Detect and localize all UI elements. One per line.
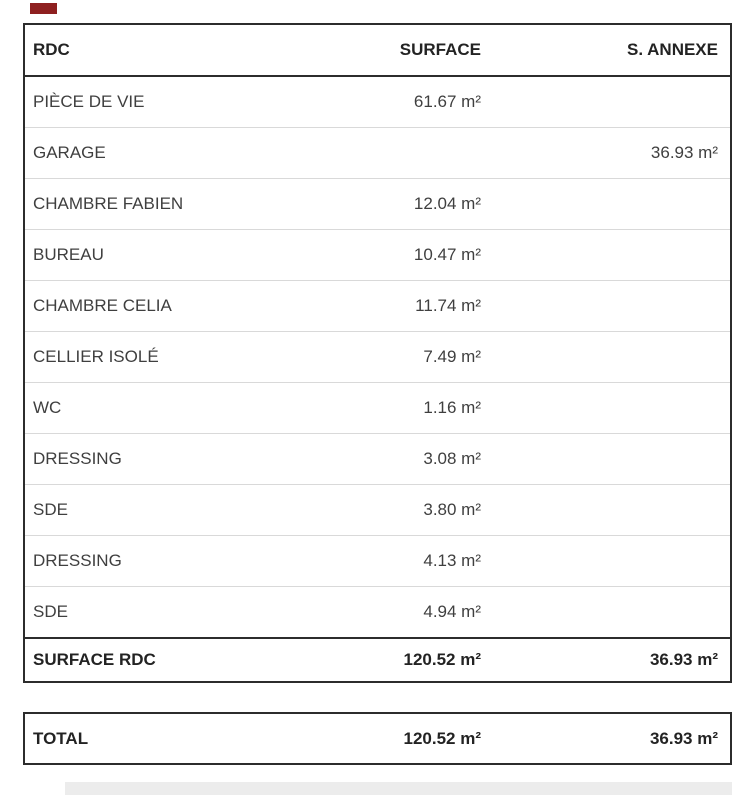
- table-row: DRESSING 4.13 m²: [24, 535, 731, 587]
- table-row: GARAGE 36.93 m²: [24, 127, 731, 179]
- surface-value-cell: 3.08 m²: [324, 433, 481, 485]
- annexe-value-cell: [481, 178, 731, 230]
- annexe-value-cell: [481, 382, 731, 434]
- surface-rdc-annexe-total: 36.93 m²: [481, 637, 731, 682]
- table-row: SDE 4.94 m²: [24, 587, 731, 639]
- total-table: TOTAL 120.52 m² 36.93 m²: [23, 712, 732, 765]
- annexe-value-cell: [481, 229, 731, 281]
- table-row: WC 1.16 m²: [24, 382, 731, 434]
- surface-value-cell: 3.80 m²: [324, 484, 481, 536]
- surface-value-cell: 61.67 m²: [324, 76, 481, 128]
- annexe-value-cell: [481, 331, 731, 383]
- surfaces-table: RDC SURFACE S. ANNEXE PIÈCE DE VIE 61.67…: [23, 23, 732, 683]
- surface-rdc-label: SURFACE RDC: [24, 637, 324, 682]
- surface-value-cell: 4.13 m²: [324, 535, 481, 587]
- column-header-annexe: S. ANNEXE: [481, 24, 731, 77]
- surface-value-cell: 10.47 m²: [324, 229, 481, 281]
- surface-value-cell: 12.04 m²: [324, 178, 481, 230]
- surface-rdc-surface-total: 120.52 m²: [324, 637, 481, 682]
- room-label-cell: CELLIER ISOLÉ: [24, 331, 324, 383]
- surface-value-cell: 4.94 m²: [423, 602, 481, 621]
- surface-value-cell: 1.16 m²: [324, 382, 481, 434]
- table-row: BUREAU 10.47 m²: [24, 229, 731, 281]
- room-label-cell: SDE: [24, 484, 324, 536]
- table-row: SDE 3.80 m²: [24, 484, 731, 536]
- room-label-cell: SDE: [33, 602, 68, 621]
- annexe-value-cell: [481, 280, 731, 332]
- room-label-cell: PIÈCE DE VIE: [24, 76, 324, 128]
- column-header-surface: SURFACE: [324, 24, 481, 77]
- surface-rdc-total-row: SURFACE RDC 120.52 m² 36.93 m²: [24, 637, 731, 682]
- column-header-rdc: RDC: [24, 24, 324, 77]
- table-row: CHAMBRE FABIEN 12.04 m²: [24, 178, 731, 230]
- room-label-cell: DRESSING: [24, 433, 324, 485]
- surface-value-cell: [324, 127, 481, 179]
- room-label-cell: DRESSING: [24, 535, 324, 587]
- next-section-cutoff-band: [65, 782, 732, 795]
- annexe-value-cell: [481, 76, 731, 128]
- annexe-value-cell: [481, 535, 731, 587]
- table-row: PIÈCE DE VIE 61.67 m²: [24, 76, 731, 128]
- room-label-cell: CHAMBRE CELIA: [24, 280, 324, 332]
- total-label: TOTAL: [33, 728, 89, 748]
- room-label-cell: CHAMBRE FABIEN: [24, 178, 324, 230]
- room-label-cell: GARAGE: [24, 127, 324, 179]
- room-label-cell: WC: [24, 382, 324, 434]
- table-header-row: RDC SURFACE S. ANNEXE: [24, 24, 731, 77]
- annexe-value-cell: 36.93 m²: [481, 127, 731, 179]
- table-row: CHAMBRE CELIA 11.74 m²: [24, 280, 731, 332]
- surface-value-cell: 11.74 m²: [324, 280, 481, 332]
- annexe-value-cell: [481, 587, 731, 639]
- annexe-value-cell: [481, 484, 731, 536]
- total-surface-value: 120.52 m²: [403, 728, 482, 748]
- room-label-cell: BUREAU: [24, 229, 324, 281]
- surface-value-cell: 7.49 m²: [324, 331, 481, 383]
- total-annexe-value: 36.93 m²: [649, 728, 718, 748]
- grand-total-row: TOTAL 120.52 m² 36.93 m²: [24, 713, 731, 764]
- table-row: DRESSING 3.08 m²: [24, 433, 731, 485]
- annexe-value-cell: [481, 433, 731, 485]
- red-marker: [30, 3, 57, 14]
- table-row: CELLIER ISOLÉ 7.49 m²: [24, 331, 731, 383]
